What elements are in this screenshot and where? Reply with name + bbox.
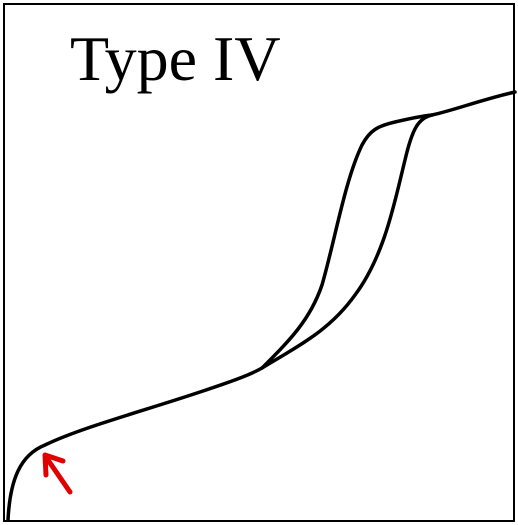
adsorption-branch xyxy=(6,90,517,522)
pointer-arrow xyxy=(42,452,73,495)
frame xyxy=(3,3,515,522)
desorption-branch xyxy=(260,113,434,370)
diagram-title: Type IV xyxy=(70,23,281,94)
